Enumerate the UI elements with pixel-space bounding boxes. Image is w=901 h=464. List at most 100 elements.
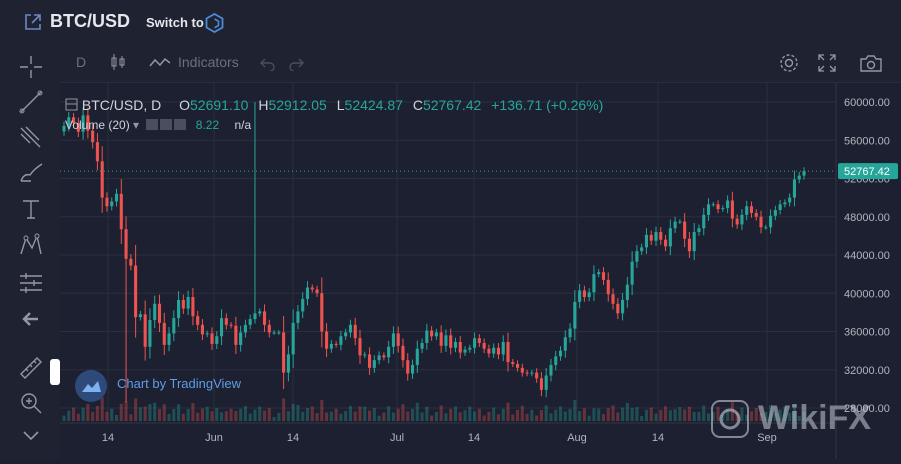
volume-bar bbox=[520, 405, 524, 421]
indicators-button[interactable]: Indicators bbox=[178, 54, 239, 70]
volume-bar bbox=[702, 405, 706, 421]
fullscreen-icon[interactable] bbox=[817, 53, 837, 73]
camera-icon[interactable] bbox=[859, 53, 883, 73]
volume-bar bbox=[329, 411, 333, 421]
volume-bar bbox=[477, 408, 481, 421]
candle-body bbox=[797, 175, 801, 180]
volume-bar bbox=[735, 412, 739, 421]
candle-body bbox=[110, 201, 114, 207]
volume-bar bbox=[430, 415, 434, 421]
top-bar: BTC/USD Switch to bbox=[0, 0, 901, 45]
candle-body bbox=[587, 292, 591, 298]
volume-dropdown-icon[interactable]: ▾ bbox=[133, 118, 140, 132]
volume-bar bbox=[668, 410, 672, 421]
candles-icon[interactable] bbox=[110, 53, 126, 71]
volume-bar bbox=[353, 411, 357, 421]
interval-button[interactable]: D bbox=[76, 54, 87, 70]
collapse-chevron-icon[interactable] bbox=[18, 422, 44, 448]
switch-to-label[interactable]: Switch to bbox=[146, 15, 204, 30]
legend-symbol: BTC/USD, D bbox=[81, 97, 162, 113]
y-tick-label: 28000.00 bbox=[844, 403, 890, 415]
volume-bar bbox=[611, 405, 615, 421]
exchange-logo-icon[interactable] bbox=[205, 13, 224, 33]
ruler-icon[interactable] bbox=[18, 355, 44, 381]
text-tool-icon[interactable] bbox=[18, 196, 44, 222]
candle-body bbox=[396, 333, 400, 346]
measure-tool-icon[interactable] bbox=[18, 270, 44, 296]
trend-line-icon[interactable] bbox=[18, 89, 44, 115]
y-tick-label: 32000.00 bbox=[844, 365, 890, 377]
volume-bar bbox=[683, 409, 687, 421]
candle-body bbox=[492, 347, 496, 354]
candle-body bbox=[267, 324, 271, 333]
fib-tool-icon[interactable] bbox=[18, 124, 44, 150]
collapse-legend-icon[interactable] bbox=[65, 98, 78, 111]
candle-body bbox=[296, 311, 300, 323]
volume-bar bbox=[425, 406, 429, 421]
candle-body bbox=[644, 234, 649, 248]
redo-icon[interactable] bbox=[288, 55, 304, 71]
candle-body bbox=[611, 294, 615, 304]
candle-body bbox=[511, 362, 515, 365]
volume-bar bbox=[143, 406, 147, 421]
volume-bar bbox=[267, 408, 271, 421]
candle-body bbox=[234, 325, 238, 345]
candle-body bbox=[348, 324, 353, 333]
chart-canvas[interactable]: 60000.0056000.0052000.0048000.0044000.00… bbox=[60, 83, 901, 459]
brush-icon[interactable] bbox=[18, 159, 44, 185]
eye-icon[interactable] bbox=[146, 119, 159, 130]
candle-body bbox=[415, 348, 419, 365]
crosshair-icon[interactable] bbox=[18, 54, 44, 80]
candle-body bbox=[549, 364, 553, 376]
back-arrow-icon[interactable] bbox=[18, 306, 44, 332]
sidebar-toggle-handle[interactable] bbox=[50, 359, 60, 385]
settings-icon[interactable] bbox=[160, 119, 173, 130]
volume-bar bbox=[449, 408, 453, 421]
volume-value: 8.22 bbox=[195, 118, 220, 132]
volume-bar bbox=[754, 408, 758, 421]
volume-bar bbox=[358, 406, 362, 421]
volume-bar bbox=[759, 413, 763, 421]
x-tick-label: Sep bbox=[757, 432, 777, 444]
candle-body bbox=[353, 324, 357, 339]
remove-icon[interactable] bbox=[174, 119, 187, 130]
candle-body bbox=[215, 336, 219, 344]
candle-body bbox=[706, 204, 711, 215]
candle-body bbox=[668, 228, 672, 247]
candle-body bbox=[721, 208, 725, 210]
volume-bar bbox=[138, 407, 142, 421]
pattern-tool-icon[interactable] bbox=[18, 232, 44, 258]
external-link-icon[interactable] bbox=[24, 13, 42, 31]
candle-body bbox=[406, 360, 410, 374]
volume-bar bbox=[439, 405, 443, 421]
indicators-icon[interactable] bbox=[149, 56, 171, 70]
candle-body bbox=[635, 251, 639, 262]
settings-gear-icon[interactable] bbox=[778, 52, 800, 74]
candle-body bbox=[659, 232, 663, 240]
candle-body bbox=[177, 299, 181, 319]
candle-body bbox=[119, 193, 123, 230]
candle-body bbox=[673, 221, 677, 229]
candle-body bbox=[783, 202, 787, 205]
x-tick-label: 14 bbox=[652, 432, 664, 444]
undo-icon[interactable] bbox=[260, 55, 276, 71]
volume-bar bbox=[105, 411, 109, 421]
volume-bar bbox=[749, 411, 754, 421]
volume-bar bbox=[100, 397, 104, 421]
volume-bar bbox=[644, 409, 649, 421]
y-tick-label: 60000.00 bbox=[844, 97, 890, 109]
volume-bar bbox=[262, 410, 267, 421]
candle-body bbox=[134, 265, 138, 318]
volume-na: n/a bbox=[234, 118, 252, 132]
y-tick-label: 36000.00 bbox=[844, 327, 890, 339]
candle-body bbox=[515, 364, 520, 368]
zoom-in-icon[interactable] bbox=[18, 390, 44, 416]
volume-bar bbox=[601, 414, 606, 421]
volume-bar bbox=[410, 408, 415, 421]
candle-body bbox=[740, 214, 744, 225]
volume-bar bbox=[501, 408, 505, 421]
candle-body bbox=[167, 333, 171, 345]
candle-body bbox=[320, 293, 324, 332]
price-chart[interactable]: 60000.00 56000.00 52000.00 48000.00 44000.00… bbox=[60, 83, 901, 459]
volume-bar bbox=[458, 412, 462, 421]
